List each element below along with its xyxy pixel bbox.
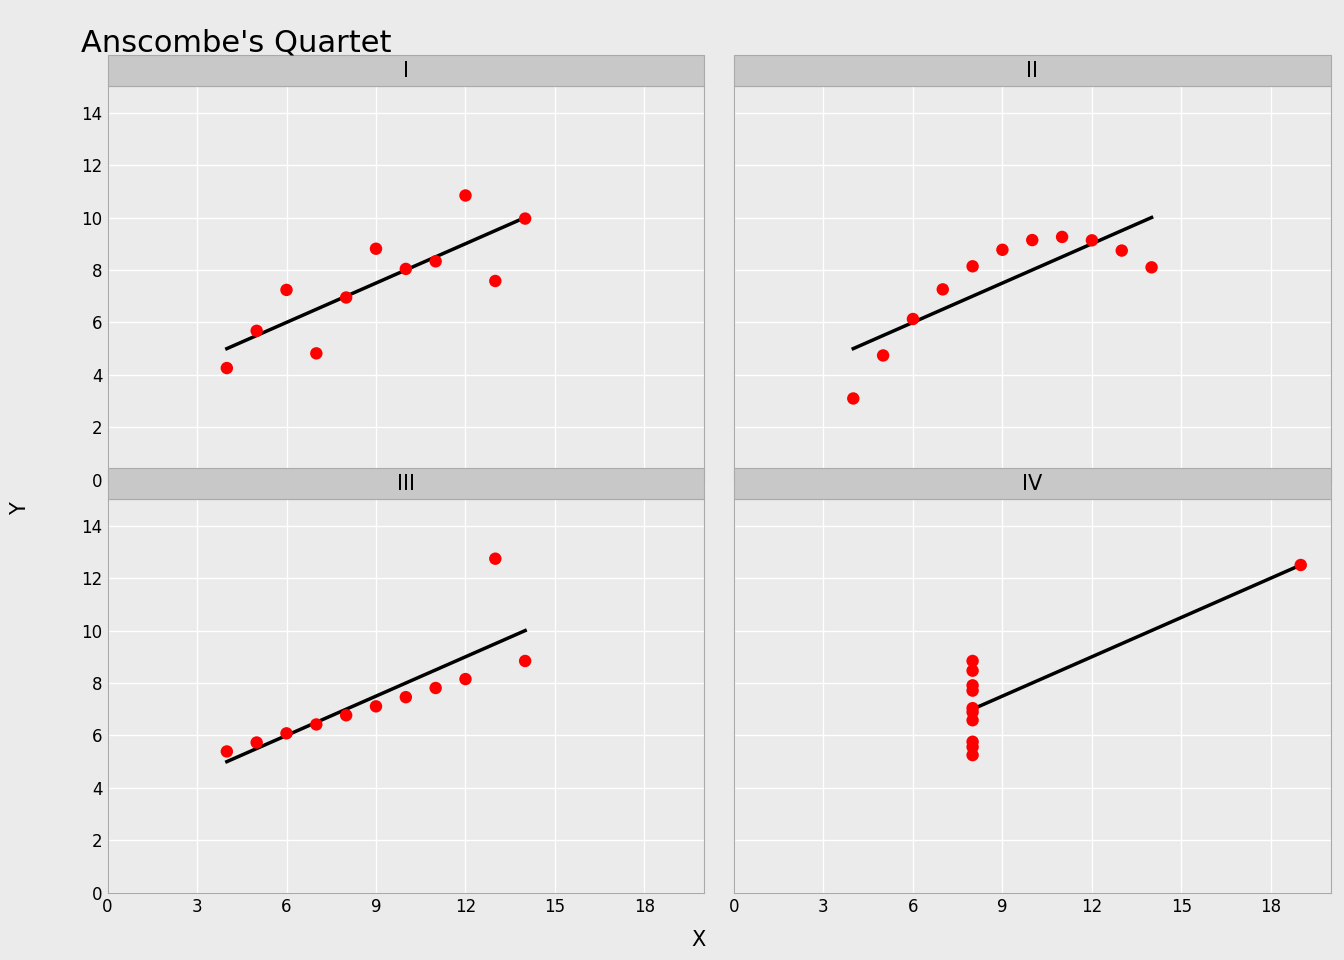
Text: Anscombe's Quartet: Anscombe's Quartet — [81, 29, 391, 58]
Point — [962, 701, 984, 716]
Bar — [108, 55, 704, 86]
Text: X: X — [692, 930, 706, 950]
Point — [366, 241, 387, 256]
Point — [395, 689, 417, 705]
Point — [515, 211, 536, 227]
Point — [305, 346, 327, 361]
Point — [962, 734, 984, 750]
Point — [246, 734, 267, 750]
Point — [485, 274, 507, 289]
Point — [902, 311, 923, 326]
Text: Y: Y — [11, 502, 30, 516]
Point — [962, 748, 984, 763]
Point — [962, 663, 984, 679]
Point — [366, 699, 387, 714]
Point — [336, 290, 358, 305]
Point — [216, 360, 238, 375]
Text: I: I — [403, 60, 409, 81]
Point — [216, 744, 238, 759]
Point — [485, 551, 507, 566]
Bar — [734, 55, 1331, 86]
Point — [1051, 229, 1073, 245]
Point — [931, 281, 953, 297]
Text: II: II — [1027, 60, 1039, 81]
Point — [962, 654, 984, 669]
Point — [1141, 259, 1163, 275]
Point — [962, 705, 984, 720]
Point — [336, 708, 358, 723]
Bar — [734, 468, 1331, 499]
Point — [872, 348, 894, 363]
Point — [962, 683, 984, 698]
Point — [992, 242, 1013, 257]
Point — [1081, 232, 1102, 248]
Point — [454, 188, 476, 204]
Point — [1111, 243, 1133, 258]
Point — [1021, 232, 1043, 248]
Point — [246, 324, 267, 339]
Point — [276, 726, 297, 741]
Bar — [108, 468, 704, 499]
Text: IV: IV — [1023, 473, 1043, 493]
Point — [843, 391, 864, 406]
Text: III: III — [396, 473, 415, 493]
Point — [305, 717, 327, 732]
Point — [962, 258, 984, 274]
Point — [1290, 558, 1312, 573]
Point — [425, 253, 446, 269]
Point — [395, 261, 417, 276]
Point — [276, 282, 297, 298]
Point — [962, 678, 984, 693]
Point — [454, 671, 476, 686]
Point — [962, 739, 984, 755]
Point — [962, 712, 984, 728]
Point — [515, 654, 536, 669]
Point — [425, 681, 446, 696]
